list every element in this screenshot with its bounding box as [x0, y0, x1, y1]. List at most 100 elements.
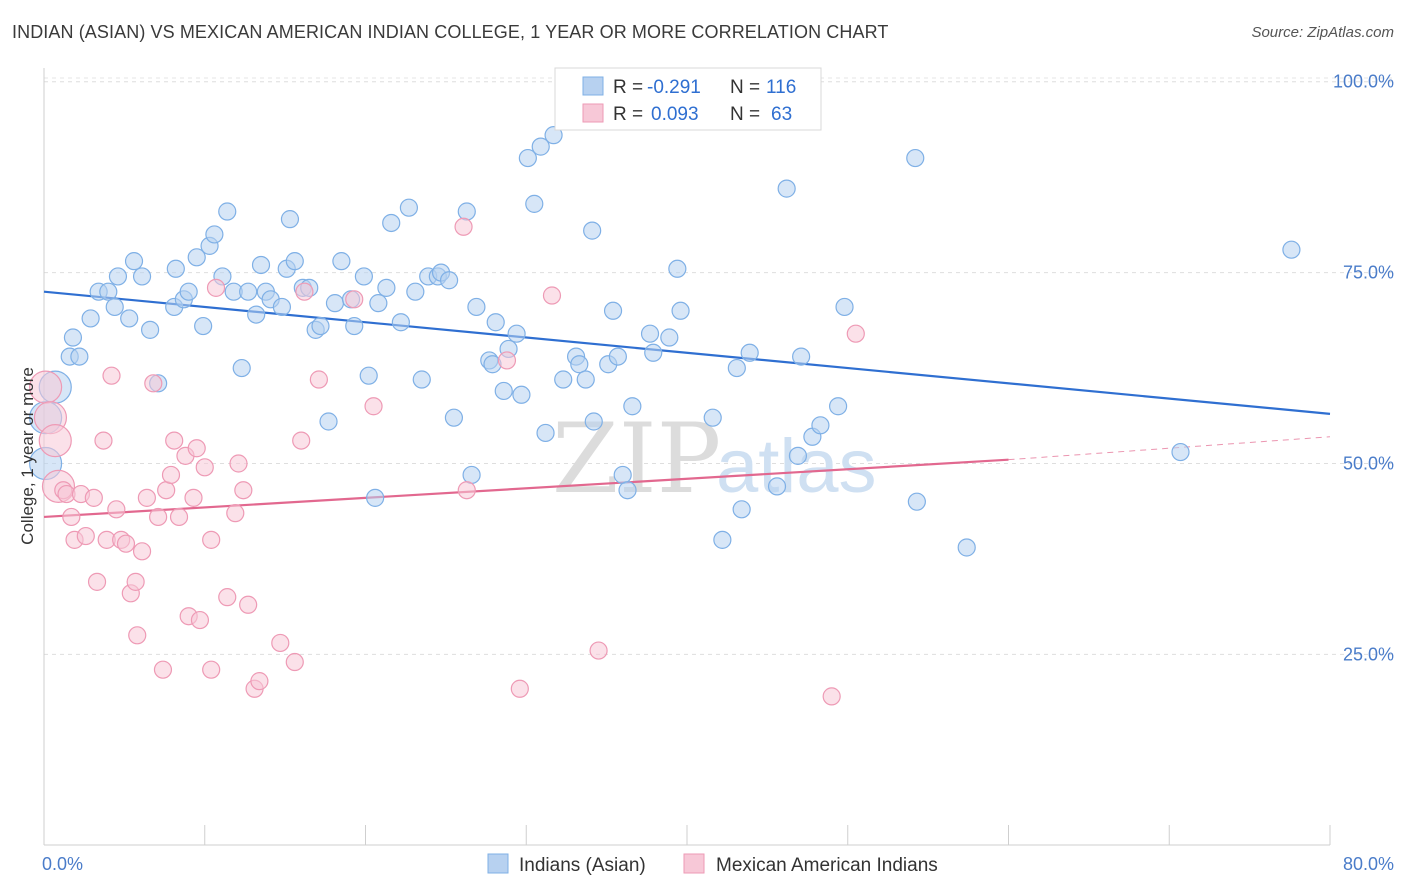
data-point [767, 477, 787, 496]
series-legend: Indians (Asian) Mexican American Indians [487, 853, 938, 876]
data-point [727, 358, 746, 378]
data-point [234, 481, 253, 500]
stats-swatch-blue [582, 76, 604, 96]
data-point [907, 492, 926, 511]
data-point [187, 248, 206, 267]
y-tick-label: 25.0% [1343, 644, 1394, 664]
data-point [525, 194, 544, 213]
data-point [536, 423, 555, 443]
data-point [250, 672, 269, 691]
data-point [957, 538, 976, 557]
data-point [94, 431, 113, 450]
data-point [1282, 240, 1301, 259]
y-tick-label: 75.0% [1343, 263, 1394, 283]
data-point [187, 439, 206, 458]
data-point [251, 255, 271, 275]
data-point [531, 137, 550, 156]
data-point [406, 282, 425, 301]
trend-line-1 [43, 458, 1009, 519]
data-point [613, 465, 632, 485]
stats-swatch-pink [582, 103, 604, 123]
stats-n-label-pink: N = [730, 104, 760, 125]
data-point [319, 412, 338, 431]
data-point [76, 526, 95, 546]
data-point [226, 504, 245, 523]
data-point [835, 297, 854, 317]
data-point [412, 370, 431, 389]
data-point [63, 328, 83, 347]
data-point [576, 370, 595, 389]
data-point [369, 294, 388, 313]
watermark: ZIP atlas [552, 403, 877, 515]
data-point [140, 320, 160, 339]
series-0-points [29, 126, 1301, 557]
data-point [486, 313, 505, 332]
data-point [623, 397, 642, 416]
data-point [542, 286, 562, 305]
data-point [618, 481, 637, 500]
watermark-zip: ZIP [552, 403, 721, 515]
data-point [512, 385, 531, 404]
data-point [457, 202, 476, 221]
y-tick-label: 50.0% [1343, 454, 1394, 474]
data-point [454, 217, 473, 236]
stats-n-value-pink: 63 [771, 104, 792, 125]
data-point [295, 282, 314, 301]
data-point [272, 297, 292, 317]
data-point [846, 324, 865, 343]
data-point [906, 148, 925, 168]
stats-r-label-blue: R = [613, 77, 643, 98]
data-point [364, 397, 383, 416]
chart-title: INDIAN (ASIAN) VS MEXICAN AMERICAN INDIA… [12, 22, 889, 42]
data-point [149, 507, 168, 527]
data-point [280, 210, 300, 229]
data-point [671, 301, 690, 320]
data-point [325, 294, 345, 313]
data-point [87, 572, 107, 591]
legend-swatch-mexican-american-indians [683, 853, 705, 874]
data-point [247, 305, 266, 324]
data-point [382, 213, 401, 233]
data-point [120, 309, 139, 328]
data-point [660, 328, 679, 347]
data-point [190, 610, 210, 630]
data-point [589, 641, 608, 660]
data-points [29, 126, 1301, 706]
series-1-points [29, 217, 865, 706]
data-point [179, 282, 198, 301]
stats-r-value-blue: -0.291 [647, 77, 701, 98]
data-point [202, 530, 221, 549]
data-point [195, 458, 214, 477]
data-point [70, 347, 89, 366]
data-point [285, 252, 304, 271]
data-point [544, 126, 563, 145]
data-point [132, 267, 152, 286]
data-point [239, 282, 258, 301]
data-point [169, 507, 189, 527]
data-point [703, 408, 722, 427]
data-point [229, 454, 248, 473]
data-point [309, 370, 328, 389]
data-point [603, 301, 623, 320]
data-point [218, 202, 237, 221]
legend-label-mexican-american-indians: Mexican American Indians [716, 855, 938, 876]
legend-swatch-indians-asian [487, 853, 509, 874]
data-point [239, 595, 258, 614]
data-point [184, 488, 203, 507]
data-point [105, 297, 124, 317]
data-point [608, 347, 627, 366]
watermark-atlas: atlas [716, 424, 877, 509]
data-point [366, 488, 385, 507]
data-point [510, 679, 529, 698]
data-point [740, 343, 759, 362]
data-point [354, 267, 373, 286]
data-point [62, 507, 81, 527]
data-point [116, 534, 136, 553]
y-tick-label: 100.0% [1333, 72, 1394, 92]
data-point [218, 588, 237, 607]
data-point [137, 488, 156, 507]
data-point [444, 408, 464, 427]
data-point [345, 290, 364, 309]
y-axis-label: College, 1 year or more [18, 367, 37, 545]
data-point [391, 313, 410, 332]
